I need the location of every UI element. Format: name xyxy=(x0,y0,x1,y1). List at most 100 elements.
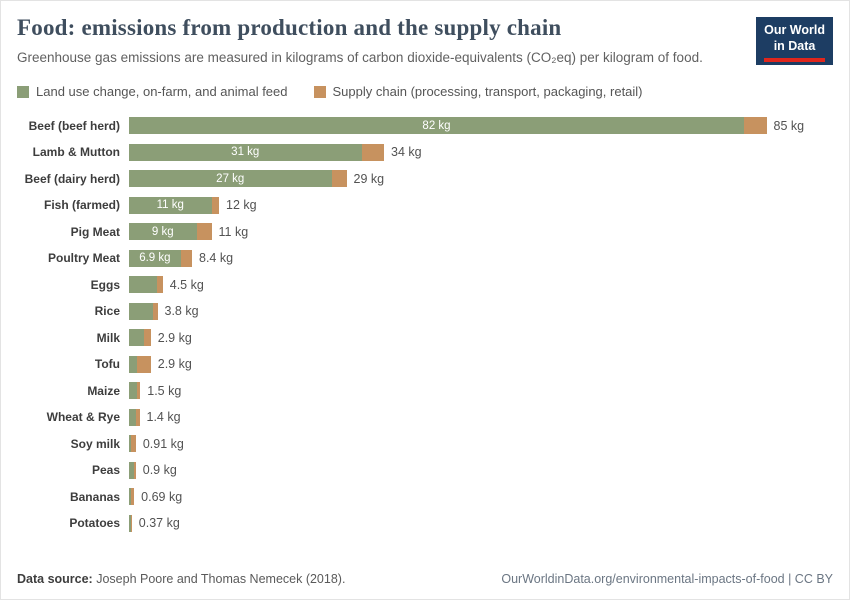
bar-track: 0.69 kg xyxy=(129,488,833,505)
bar-supply-segment xyxy=(131,488,135,505)
category-label: Milk xyxy=(96,330,120,345)
chart-row: Beef (beef herd) 82 kg 85 kg xyxy=(17,112,833,139)
bar-supply-segment xyxy=(153,302,158,320)
bar-track: 9 kg 11 kg xyxy=(129,223,833,240)
bar-supply-segment xyxy=(136,355,151,373)
chart-row: Soy milk 0.91 kg xyxy=(17,430,833,457)
chart-row: Maize 1.5 kg xyxy=(17,377,833,404)
bar-production-segment xyxy=(129,302,153,320)
bar-track: 2.9 kg xyxy=(129,329,833,346)
bar-track: 6.9 kg 8.4 kg xyxy=(129,249,833,267)
category-label: Lamb & Mutton xyxy=(32,145,120,159)
category-label: Rice xyxy=(94,304,120,318)
bar-supply-segment xyxy=(134,461,136,479)
bar-production-segment: 9 kg xyxy=(129,223,197,240)
header-text: Food: emissions from production and the … xyxy=(17,15,703,68)
category-label: Fish (farmed) xyxy=(43,198,120,212)
chart-row: Rice 3.8 kg xyxy=(17,298,833,325)
bar-total-label: 8.4 kg xyxy=(199,251,234,265)
legend-swatch-production xyxy=(17,85,29,98)
bar-supply-segment xyxy=(180,249,192,267)
bar-supply-segment xyxy=(135,408,140,426)
bar-total-label: 0.69 kg xyxy=(141,489,183,504)
bar-inside-value-label: 31 kg xyxy=(231,146,260,158)
bar-production-segment: 11 kg xyxy=(129,196,212,214)
bar-production-segment xyxy=(129,355,137,373)
bar-production-segment xyxy=(129,276,157,293)
bar-track: 31 kg 34 kg xyxy=(129,143,833,161)
bar-inside-value-label: 11 kg xyxy=(156,199,184,211)
bar-track: 1.4 kg xyxy=(129,408,833,426)
chart-row: Bananas 0.69 kg xyxy=(17,483,833,510)
bar-production-segment xyxy=(129,408,136,426)
header: Food: emissions from production and the … xyxy=(17,15,833,68)
bar-supply-segment xyxy=(744,117,767,134)
category-label: Peas xyxy=(91,463,120,477)
bar-supply-segment xyxy=(144,329,151,346)
chart-row: Poultry Meat 6.9 kg 8.4 kg xyxy=(17,245,833,272)
data-source-note: Data source: Joseph Poore and Thomas Nem… xyxy=(17,572,345,586)
legend-item-production: Land use change, on-farm, and animal fee… xyxy=(17,84,288,99)
chart-row: Beef (dairy herd) 27 kg 29 kg xyxy=(17,165,833,192)
footer: Data source: Joseph Poore and Thomas Nem… xyxy=(17,572,833,586)
bar-total-label: 2.9 kg xyxy=(157,357,192,371)
bar-production-segment xyxy=(129,435,132,452)
bar-track: 27 kg 29 kg xyxy=(129,170,833,187)
bar-supply-segment xyxy=(136,382,141,399)
category-label: Pig Meat xyxy=(70,224,120,239)
bar-total-label: 1.5 kg xyxy=(147,383,182,398)
category-label: Tofu xyxy=(94,357,120,371)
category-label: Eggs xyxy=(90,277,120,292)
data-source-text: Joseph Poore and Thomas Nemecek (2018). xyxy=(92,572,346,586)
chart-row: Peas 0.9 kg xyxy=(17,457,833,484)
owid-logo-line1: Our World xyxy=(764,23,825,37)
category-label: Beef (beef herd) xyxy=(28,118,120,133)
chart-row: Pig Meat 9 kg 11 kg xyxy=(17,218,833,245)
bar-inside-value-label: 27 kg xyxy=(216,172,245,185)
bar-production-segment: 31 kg xyxy=(129,143,362,161)
bar-total-label: 0.91 kg xyxy=(142,436,184,451)
bar-chart: Beef (beef herd) 82 kg 85 kg Lamb & Mutt… xyxy=(17,112,833,536)
chart-row: Tofu 2.9 kg xyxy=(17,351,833,378)
category-label: Maize xyxy=(87,383,120,398)
bar-supply-segment xyxy=(361,143,384,161)
chart-row: Potatoes 0.37 kg xyxy=(17,510,833,537)
owid-logo-line2: in Data xyxy=(773,39,816,54)
bar-total-label: 2.9 kg xyxy=(157,330,192,345)
bar-supply-segment xyxy=(211,196,219,214)
bar-track: 3.8 kg xyxy=(129,302,833,320)
legend-label-production: Land use change, on-farm, and animal fee… xyxy=(36,84,288,100)
bar-supply-segment xyxy=(196,223,212,240)
bar-total-label: 29 kg xyxy=(353,171,385,186)
bar-inside-value-label: 9 kg xyxy=(151,225,174,238)
bar-production-segment xyxy=(129,488,132,505)
bar-track: 4.5 kg xyxy=(129,276,833,293)
bar-track: 11 kg 12 kg xyxy=(129,196,833,214)
bar-supply-segment xyxy=(156,276,163,293)
bar-production-segment: 82 kg xyxy=(129,117,744,134)
owid-logo: Our World in Data xyxy=(756,17,833,65)
chart-row: Eggs 4.5 kg xyxy=(17,271,833,298)
owid-url-link[interactable]: OurWorldinData.org/environmental-impacts… xyxy=(501,572,833,586)
bar-production-segment xyxy=(129,329,144,346)
bar-inside-value-label: 6.9 kg xyxy=(139,252,171,264)
bar-total-label: 85 kg xyxy=(773,118,805,133)
category-label: Bananas xyxy=(69,489,120,504)
category-label: Wheat & Rye xyxy=(46,410,120,424)
bar-supply-segment xyxy=(130,514,132,532)
bar-track: 1.5 kg xyxy=(129,382,833,399)
chart-subtitle: Greenhouse gas emissions are measured in… xyxy=(17,50,703,65)
bar-total-label: 11 kg xyxy=(218,224,249,239)
legend-swatch-supply-chain xyxy=(313,85,326,98)
bar-production-segment xyxy=(129,461,135,479)
bar-total-label: 1.4 kg xyxy=(146,410,181,424)
legend-label-supply-chain: Supply chain (processing, transport, pac… xyxy=(332,84,643,100)
bar-total-label: 0.9 kg xyxy=(142,463,177,477)
bar-production-segment xyxy=(129,514,131,532)
bar-supply-segment xyxy=(331,170,347,187)
bar-total-label: 4.5 kg xyxy=(169,277,204,292)
bar-total-label: 12 kg xyxy=(226,198,257,212)
data-source-prefix: Data source: xyxy=(17,572,93,586)
bar-track: 82 kg 85 kg xyxy=(129,117,833,134)
